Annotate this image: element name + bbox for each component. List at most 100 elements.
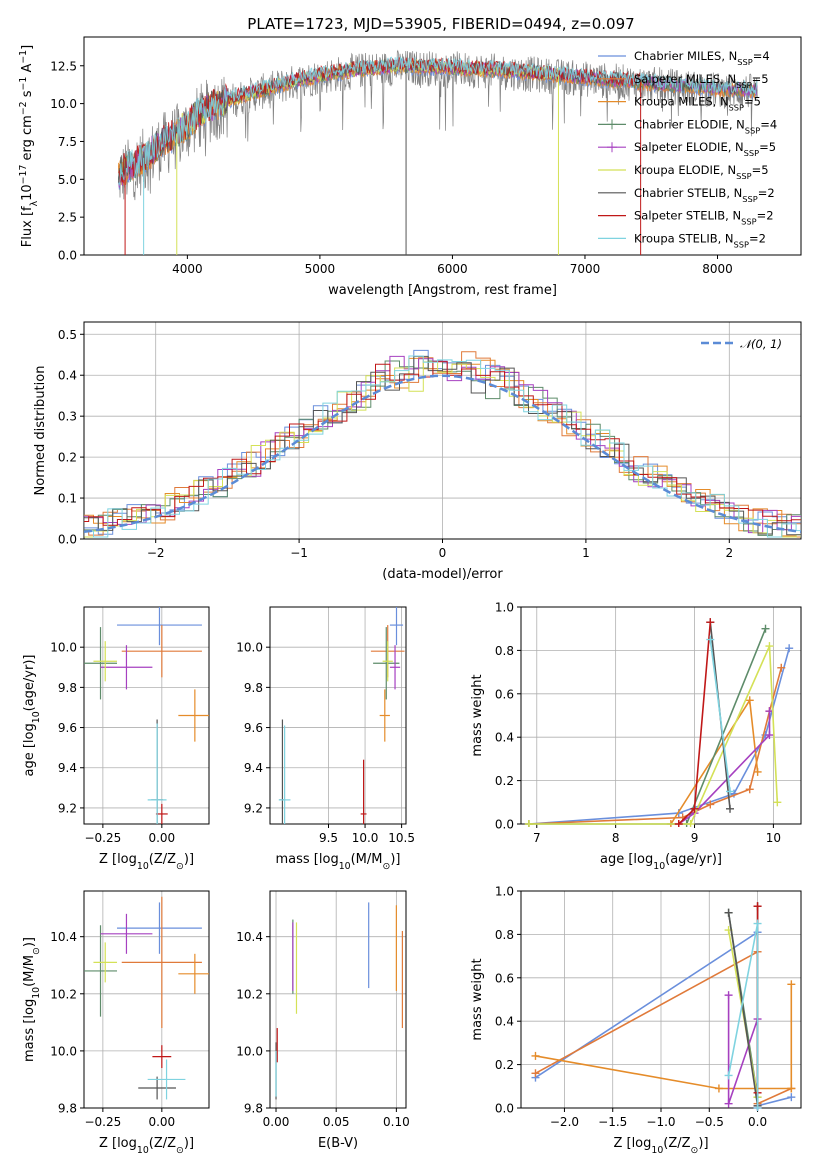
mass-weight-line <box>528 647 790 825</box>
y-tick-label: 0.0 <box>495 1102 514 1116</box>
residuals-axes: −2 −1 0 1 2 0.0 0.1 0.2 0.3 0.4 0.5 (data-model)/er… <box>33 321 802 582</box>
errorbar-point <box>84 925 118 1017</box>
errorbar-point <box>278 725 291 824</box>
errorbar-point <box>178 953 209 994</box>
mass-weight-marker <box>686 820 695 827</box>
y-tick-label: 10.0 <box>50 641 77 655</box>
x-tick-label: 9.5 <box>319 831 338 845</box>
mass-vs-Z-axes: −0.25 0.00 9.8 10.0 10.2 10.4 Z [log10(Z/Z⊙)] m… <box>22 890 210 1156</box>
legend-label: Salpeter STELIB, NSSP=2 <box>634 209 774 227</box>
mass-weight-marker <box>777 663 786 672</box>
y-axis-label: Flux [fλ10−17 erg cm−2 s−1 A−1] <box>18 45 40 247</box>
x-tick-label: 8 <box>612 831 620 845</box>
errorbar-point <box>84 627 118 700</box>
errorbar-point <box>155 803 168 824</box>
x-axis-label: E(B-V) <box>318 1136 358 1151</box>
legend-label: Chabrier ELODIE, NSSP=4 <box>634 117 777 135</box>
age-vs-Z-axes: −0.25 0.00 9.2 9.4 9.6 9.8 10.0 Z [log10(Z/Z⊙)]… <box>22 606 210 872</box>
mass-weight-line <box>709 639 731 792</box>
mass-vs-EBV-frame <box>269 890 407 1109</box>
massweight-vs-age-axes: 7 8 9 10 0.0 0.2 0.4 0.6 0.8 1.0 mass weight age [l… <box>470 601 802 872</box>
residual-histogram <box>84 361 801 526</box>
y-tick-label: 9.2 <box>244 801 263 815</box>
mass-weight-line <box>678 711 771 825</box>
mass-weight-marker <box>787 1084 796 1093</box>
age-vs-mass-axes: 9.5 10.0 10.5 9.2 9.4 9.6 9.8 10.0 mass [log10(M… <box>236 606 415 872</box>
y-tick-label: 0.3 <box>58 410 77 424</box>
errorbar-point <box>360 759 367 824</box>
mass-weight-marker <box>787 980 796 989</box>
x-tick-label: 0.00 <box>148 831 175 845</box>
mass-vs-EBV-axes: 0.00 0.05 0.10 9.8 10.0 10.2 10.4 E(B-V) <box>236 890 410 1151</box>
x-tick-label: 0.05 <box>323 1115 350 1129</box>
legend-label: Kroupa ELODIE, NSSP=5 <box>634 163 769 181</box>
mass-weight-line <box>528 645 779 825</box>
y-tick-label: 0.4 <box>495 1015 514 1029</box>
y-tick-label: 0.2 <box>495 1058 514 1072</box>
age-vs-mass-frame <box>269 606 407 825</box>
y-axis-label: mass weight <box>470 674 485 756</box>
y-tick-label: 0.6 <box>495 971 514 985</box>
errorbar-point <box>382 641 393 682</box>
errorbar-point <box>100 913 153 954</box>
massweight-vs-Z-frame <box>520 890 802 1109</box>
plot-layer: 4000 5000 6000 7000 80000.02.55.07.510.012.5… <box>18 36 802 1156</box>
x-tick-label: 7000 <box>570 262 601 276</box>
massweight-vs-age-frame <box>520 606 802 825</box>
x-tick-label: 9 <box>691 831 699 845</box>
residual-histogram <box>84 361 801 538</box>
errorbar-point <box>147 1059 186 1100</box>
mass-weight-marker <box>706 635 715 644</box>
y-tick-label: 12.5 <box>50 59 77 73</box>
legend-label: Chabrier MILES, NSSP=4 <box>634 49 770 67</box>
x-tick-label: 1 <box>582 546 590 560</box>
massweight-vs-Z-plot <box>531 902 796 1111</box>
y-tick-label: 1.0 <box>495 601 514 615</box>
mass-weight-marker <box>690 804 699 813</box>
x-axis-label: Z [log10(Z/Z⊙)] <box>99 852 194 872</box>
spectrum-legend: Chabrier MILES, NSSP=4 Salpeter MILES, NS… <box>598 49 777 249</box>
mass-weight-line <box>528 667 783 825</box>
y-tick-label: 0.5 <box>58 328 77 342</box>
y-tick-label: 0.0 <box>58 249 77 263</box>
errorbar-point <box>93 641 118 682</box>
y-tick-label: 10.2 <box>236 987 263 1001</box>
y-tick-label: 10.0 <box>50 1044 77 1058</box>
x-axis-label: (data-model)/error <box>382 567 503 582</box>
y-axis-label: age [log10(age/yr)] <box>22 655 42 777</box>
errorbar-point <box>389 607 404 646</box>
mass-weight-marker <box>531 1051 540 1060</box>
y-tick-label: 9.4 <box>58 761 77 775</box>
x-tick-label: 8000 <box>702 262 733 276</box>
mass-weight-line <box>670 697 759 825</box>
y-tick-label: 0.8 <box>495 644 514 658</box>
x-tick-label: −2 <box>147 546 165 560</box>
mass-weight-marker <box>761 624 770 633</box>
chart-title: PLATE=1723, MJD=53905, FIBERID=0494, z=0… <box>247 15 634 33</box>
y-tick-label: 9.8 <box>58 1102 77 1116</box>
y-tick-label: 0.2 <box>58 451 77 465</box>
x-tick-label: −0.5 <box>695 1115 724 1129</box>
massweight-vs-Z-axes: −2.0 −1.5 −1.0 −0.5 0.0 0.0 0.2 0.4 0.6 0.8 1.0 mas… <box>470 885 802 1156</box>
legend-label: Kroupa STELIB, NSSP=2 <box>634 231 766 249</box>
mass-weight-marker <box>706 800 715 809</box>
errorbar-point <box>121 896 202 1029</box>
mass-weight-marker <box>745 785 754 794</box>
x-tick-label: 4000 <box>172 262 203 276</box>
x-axis-label: Z [log10(Z/Z⊙)] <box>613 1136 708 1156</box>
residual-histogram <box>84 355 801 538</box>
y-axis-label: mass weight <box>470 958 485 1040</box>
histogram-plot <box>84 349 801 538</box>
mass-weight-marker <box>724 1099 733 1108</box>
y-axis-label: mass [log10(M/M⊙)] <box>22 937 42 1062</box>
mass-weight-marker <box>714 1084 723 1093</box>
errorbar-point <box>117 902 202 954</box>
y-tick-label: 10.4 <box>236 930 263 944</box>
mass-weight-marker <box>753 767 762 776</box>
gaussian-reference-curve <box>84 374 801 534</box>
x-tick-label: −2.0 <box>550 1115 579 1129</box>
y-tick-label: 9.2 <box>58 801 77 815</box>
y-tick-label: 10.2 <box>50 987 77 1001</box>
mass-weight-marker <box>773 798 782 807</box>
mass-vs-EBV-plot <box>275 902 403 1100</box>
